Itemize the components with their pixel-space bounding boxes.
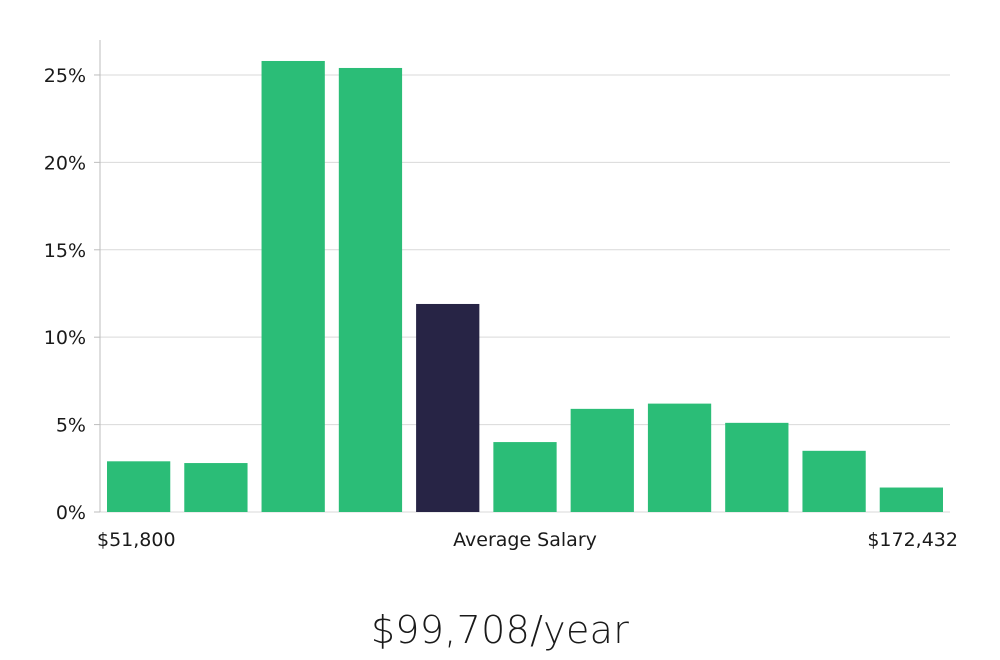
y-tick-label: 10% [44,327,86,349]
x-axis-min-label: $51,800 [97,529,176,551]
bar [493,442,557,512]
bar [261,60,325,512]
y-tick-label: 20% [44,152,86,174]
bar [338,67,403,512]
bar [725,422,789,512]
bar [802,450,866,512]
bar [107,461,171,512]
bar [184,463,248,512]
y-tick-label: 15% [44,240,86,262]
bar [879,487,943,512]
y-tick-label: 5% [56,415,86,437]
x-axis-max-label: $172,432 [867,529,958,551]
bar-average-salary [416,303,480,512]
y-tick-label: 25% [44,65,86,87]
bar-chart-svg: 0% 5% 10% 15% 20% 25% [44,40,950,524]
average-salary-value: $99,708/year [370,608,630,652]
bar [570,408,634,512]
bar [647,403,712,512]
x-axis-title: Average Salary [453,529,597,551]
y-tick-label: 0% [56,502,86,524]
salary-distribution-chart: 0% 5% 10% 15% 20% 25% [44,40,950,524]
